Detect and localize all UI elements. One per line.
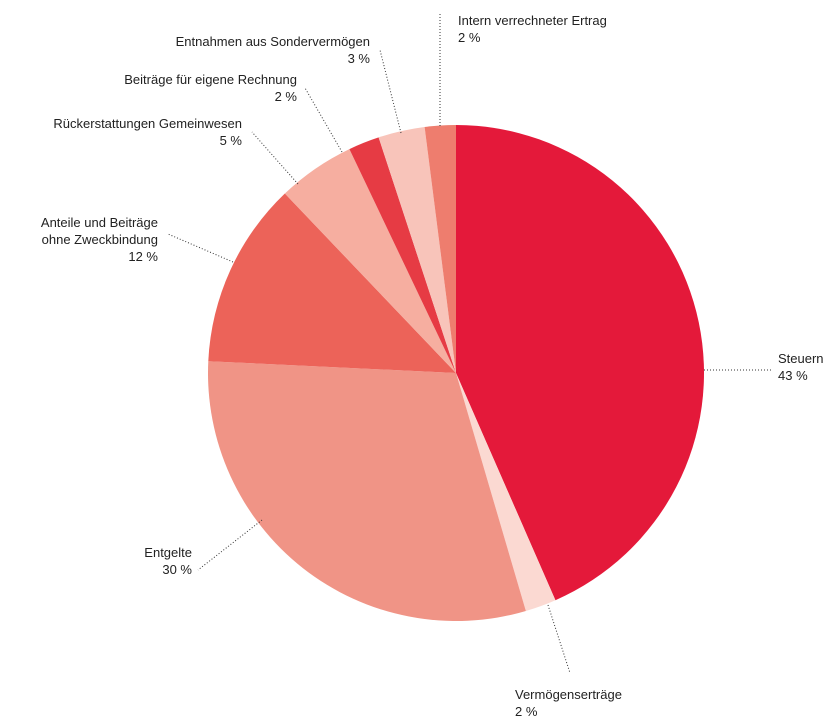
value-label: 43 % [778,368,808,383]
slice-label: Steuern 43 % [778,350,824,384]
category-label: Anteile und Beiträge ohne Zweckbindung [40,215,158,247]
value-label: 5 % [219,133,242,148]
leader-line [251,131,299,185]
slice-label: Anteile und Beiträge ohne Zweckbindung 12… [41,214,158,265]
slice-label: Rückerstattungen Gemeinwesen 5 % [53,115,242,149]
category-label: Entgelte [144,545,192,560]
pie-slice [208,193,456,373]
pie-slice [208,361,526,622]
value-label: 12 % [128,249,158,264]
slice-label: Intern verrechneter Ertrag 2 % [458,12,607,46]
value-label: 30 % [162,562,192,577]
leader-line [304,87,343,153]
leader-line [547,604,571,674]
leader-line [167,233,234,263]
leader-line [197,519,263,571]
slice-label: Entnahmen aus Sondervermögen 3 % [176,33,370,67]
pie-slice [456,125,704,601]
slice-label: Entgelte 30 % [144,544,192,578]
value-label: 2 % [274,89,297,104]
value-label: 2 % [515,704,538,719]
pie-slice [349,137,456,373]
leader-line [379,49,402,134]
pie-slice [456,373,556,611]
category-label: Rückerstattungen Gemeinwesen [53,116,242,131]
category-label: Entnahmen aus Sondervermögen [175,34,370,49]
slice-label: Beiträge für eigene Rechnung 2 % [124,71,297,105]
pie-slice [378,126,456,373]
value-label: 2 % [458,30,481,45]
slice-label: Vermögenserträge 2 % [515,686,622,720]
pie-slice [424,125,456,373]
pie-slice [284,149,456,373]
value-label: 3 % [347,51,370,66]
category-label: Steuern [778,351,824,366]
category-label: Beiträge für eigene Rechnung [124,72,297,87]
category-label: Intern verrechneter Ertrag [458,13,607,28]
category-label: Vermögenserträge [515,687,622,702]
